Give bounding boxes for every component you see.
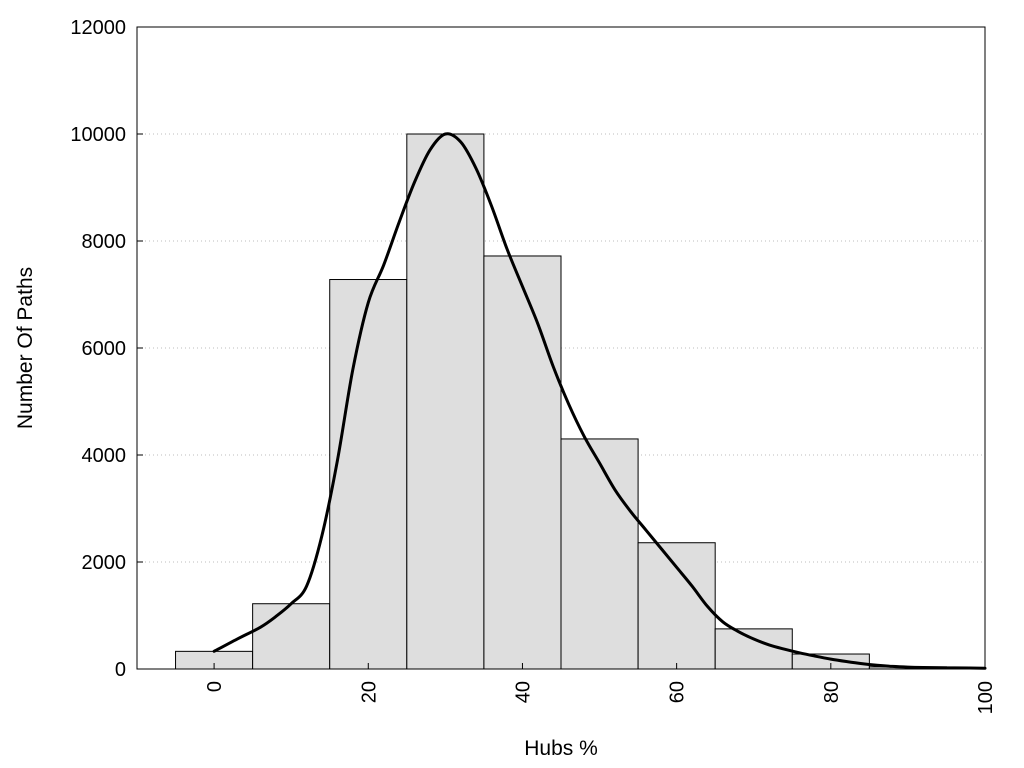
y-axis-title: Number Of Paths (14, 267, 37, 429)
x-tick-label: 20 (358, 681, 380, 703)
y-tick-label: 4000 (82, 445, 127, 467)
x-tick-label: 60 (667, 681, 689, 703)
x-tick-label: 40 (512, 681, 534, 703)
histogram-bar (406, 133, 485, 670)
x-axis-title: Hubs % (524, 737, 598, 760)
histogram-bar (560, 438, 639, 670)
density-curve-layer (212, 132, 987, 670)
y-tick-label: 12000 (70, 17, 126, 39)
density-curve (212, 132, 987, 670)
y-tick-label: 8000 (82, 231, 127, 253)
x-tick-label: 0 (204, 681, 226, 692)
y-tick-label: 6000 (82, 338, 127, 360)
histogram-bar (252, 603, 331, 670)
y-axis: 0 2000 4000 6000 8000 10000 12000 (70, 17, 143, 681)
histogram-bar (637, 542, 716, 670)
y-tick-label: 2000 (82, 552, 127, 574)
y-tick-label: 10000 (70, 124, 126, 146)
histogram-bars (175, 133, 986, 670)
histogram-bar (329, 279, 408, 670)
y-tick-label: 0 (115, 659, 126, 681)
x-tick-label: 100 (975, 681, 997, 714)
x-tick-label: 80 (821, 681, 843, 703)
histogram-bar (483, 255, 562, 670)
x-axis: 0 20 40 60 80 100 (204, 663, 997, 714)
